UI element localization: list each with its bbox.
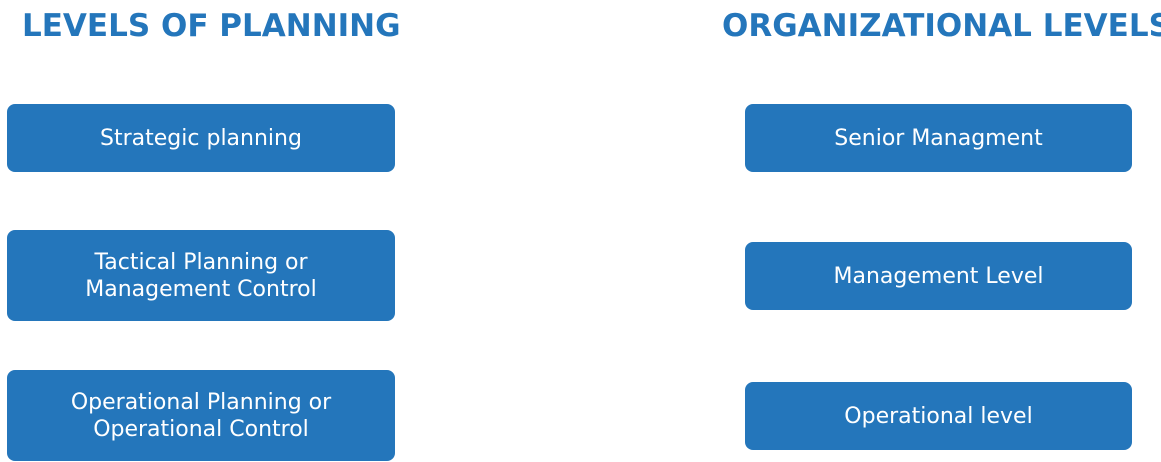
level-box: Operational Planning or Operational Cont… bbox=[7, 370, 395, 461]
level-box: Operational level bbox=[745, 382, 1132, 450]
level-box: Management Level bbox=[745, 242, 1132, 310]
level-box: Strategic planning bbox=[7, 104, 395, 172]
column-title: LEVELS OF PLANNING bbox=[22, 8, 401, 44]
level-box: Tactical Planning or Management Control bbox=[7, 230, 395, 321]
column-title: ORGANIZATIONAL LEVELS bbox=[722, 8, 1161, 44]
level-box: Senior Managment bbox=[745, 104, 1132, 172]
